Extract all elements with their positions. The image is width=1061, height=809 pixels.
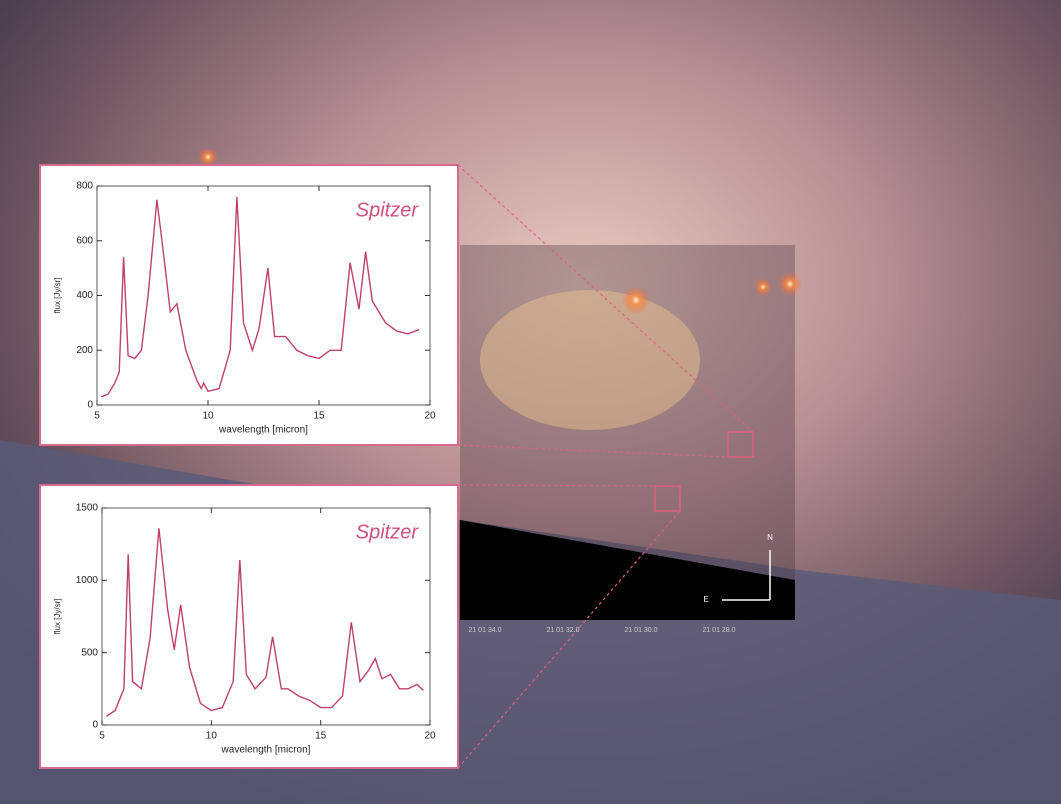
x-tick-label: 15 [315, 731, 327, 742]
star [778, 272, 802, 296]
x-axis-label: wavelength [micron] [221, 745, 311, 756]
star [754, 278, 772, 296]
annotation: Spitzer [356, 199, 420, 221]
x-axis-label: wavelength [micron] [218, 425, 308, 436]
y-tick-label: 500 [81, 647, 98, 658]
annotation: Spitzer [356, 521, 420, 543]
y-tick-label: 200 [76, 345, 93, 356]
compass-n: N [767, 533, 773, 542]
nebula-ridge [480, 290, 700, 430]
x-tick-label: 5 [94, 411, 100, 422]
y-tick-label: 0 [87, 400, 93, 411]
x-tick-label: 10 [202, 411, 214, 422]
star [622, 286, 650, 314]
ra-label: 21 01 28.0 [702, 627, 735, 634]
x-tick-label: 15 [313, 411, 325, 422]
ra-label: 21 01 30.0 [624, 627, 657, 634]
y-tick-label: 600 [76, 235, 93, 246]
x-tick-label: 5 [99, 731, 105, 742]
y-tick-label: 1500 [76, 503, 99, 514]
y-tick-label: 800 [76, 181, 93, 192]
y-tick-label: 400 [76, 290, 93, 301]
x-tick-label: 20 [424, 731, 436, 742]
y-axis-label: flux [Jy/sr] [53, 598, 62, 634]
y-tick-label: 0 [92, 720, 98, 731]
x-tick-label: 10 [206, 731, 218, 742]
ra-label: 21 01 32.0 [546, 627, 579, 634]
y-tick-label: 1000 [76, 575, 99, 586]
ra-label: 21 01 34.0 [468, 627, 501, 634]
y-axis-label: flux [Jy/sr] [53, 277, 62, 313]
page: N E 21 01 34.0 21 01 32.0 21 01 30.0 21 01 … [0, 0, 1061, 804]
compass-e: E [703, 595, 708, 604]
x-tick-label: 20 [424, 411, 436, 422]
